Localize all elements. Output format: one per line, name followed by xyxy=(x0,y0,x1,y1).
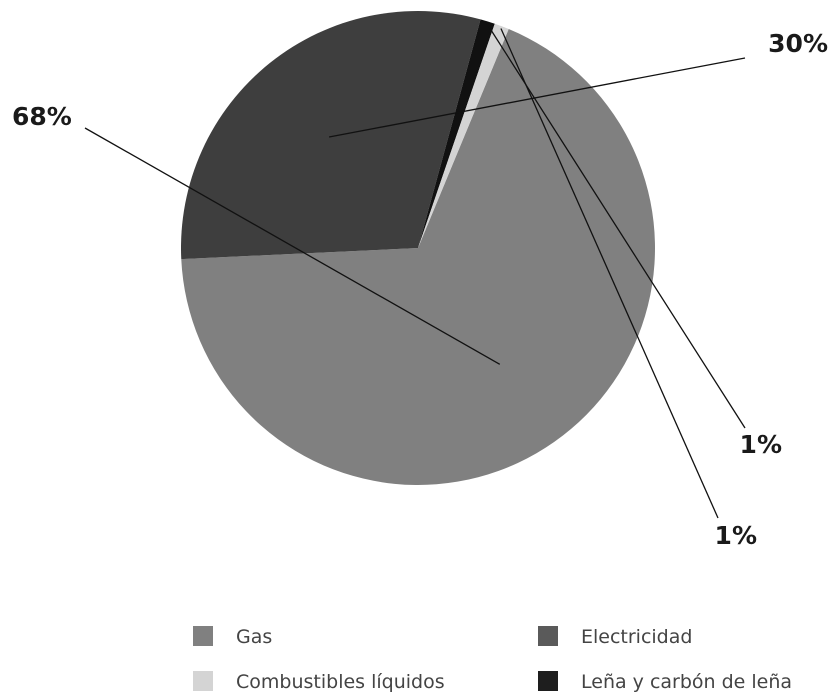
leader-line-lena-y-carbon-de-lena xyxy=(486,23,746,429)
pie-slice-gas xyxy=(181,29,656,485)
data-labels: 68% 30% 1% 1% xyxy=(12,29,828,550)
legend-label-combustibles-liquidos: Combustibles líquidos xyxy=(236,671,445,692)
legend-swatch-gas xyxy=(193,626,213,646)
legend-swatch-electricidad xyxy=(538,626,558,646)
legend-label-electricidad: Electricidad xyxy=(581,626,692,648)
data-label-lena-y-carbon-de-lena: 1% xyxy=(740,430,782,459)
data-label-combustibles-liquidos: 1% xyxy=(715,521,757,550)
pie-slice-combustibles-liquidos xyxy=(418,23,509,248)
pie-slice-lena-y-carbon-de-lena xyxy=(418,19,495,249)
pie-slices xyxy=(181,10,656,485)
leader-line-gas xyxy=(84,127,501,365)
legend-swatch-combustibles-liquidos xyxy=(193,671,213,691)
leader-line-electricidad xyxy=(328,57,746,138)
pie-slice-electricidad xyxy=(181,10,481,260)
leader-line-combustibles-liquidos xyxy=(500,28,719,519)
legend-swatch-lena-y-carbon-de-lena xyxy=(538,671,558,691)
legend-label-gas: Gas xyxy=(236,626,272,648)
data-label-electricidad: 30% xyxy=(768,29,828,58)
data-label-gas: 68% xyxy=(12,102,72,131)
legend: Gas Electricidad Combustibles líquidos Leña… xyxy=(193,626,792,692)
leader-lines xyxy=(84,23,746,519)
legend-label-lena-y-carbon-de-lena: Leña y carbón de leña xyxy=(581,671,792,692)
